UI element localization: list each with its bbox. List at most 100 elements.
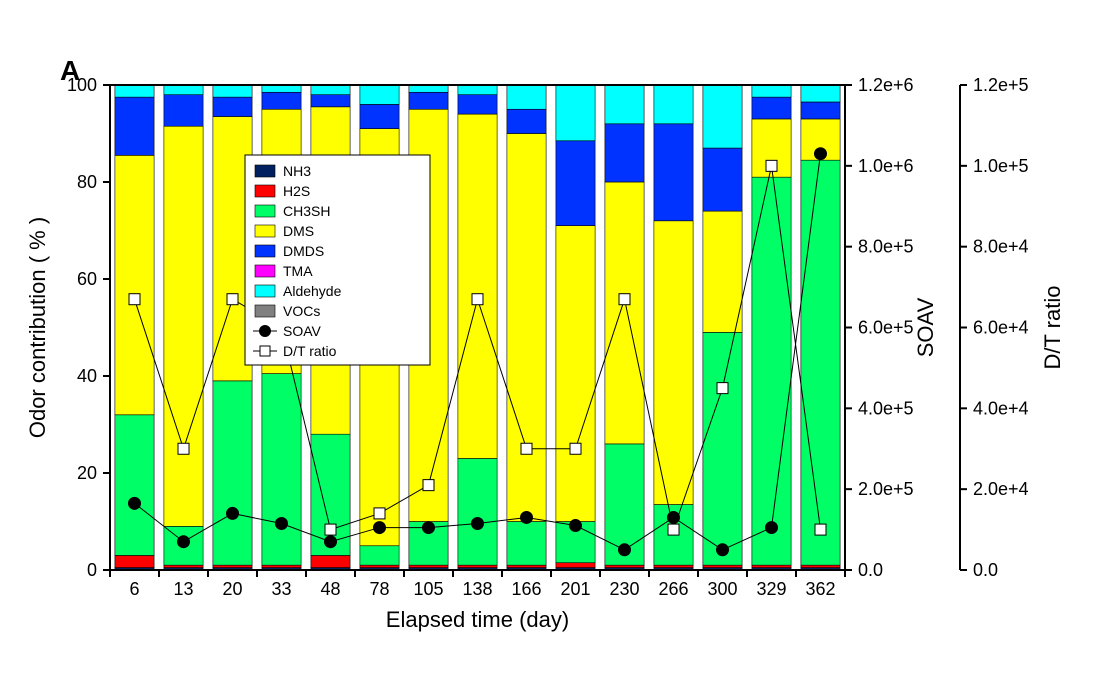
bar-segment-aldehyde bbox=[556, 85, 595, 141]
dt-ratio-series-marker bbox=[423, 480, 434, 491]
dt-ratio-series-marker bbox=[668, 524, 679, 535]
bar bbox=[654, 85, 693, 570]
soav-series-marker bbox=[570, 520, 582, 532]
x-tick-label: 266 bbox=[658, 579, 688, 599]
y-right2-title: D/T ratio bbox=[1040, 286, 1065, 370]
legend-swatch bbox=[255, 205, 275, 217]
bar-segment-h2s bbox=[458, 565, 497, 567]
y-right1-tick-label: 1.0e+6 bbox=[858, 156, 914, 176]
y-right1-title: SOAV bbox=[913, 297, 938, 357]
bar bbox=[507, 85, 546, 570]
dt-ratio-series-marker bbox=[815, 524, 826, 535]
y-left-tick-label: 60 bbox=[77, 269, 97, 289]
dt-ratio-series-marker bbox=[227, 294, 238, 305]
dt-ratio-series-marker bbox=[374, 508, 385, 519]
bar-segment-h2s bbox=[654, 565, 693, 567]
bar bbox=[556, 85, 595, 570]
y-left-tick-label: 0 bbox=[87, 560, 97, 580]
legend-label: VOCs bbox=[283, 303, 320, 319]
soav-series-marker bbox=[766, 522, 778, 534]
bar-segment-dmds bbox=[654, 124, 693, 221]
bar-segment-h2s bbox=[409, 565, 448, 567]
bar-segment-h2s bbox=[164, 565, 203, 567]
x-tick-label: 33 bbox=[271, 579, 291, 599]
bar-segment-h2s bbox=[752, 565, 791, 567]
bar-segment-dms bbox=[507, 134, 546, 522]
legend-swatch bbox=[255, 305, 275, 317]
legend-label: SOAV bbox=[283, 323, 322, 339]
y-right1-tick-label: 4.0e+5 bbox=[858, 398, 914, 418]
y-right1-tick-label: 8.0e+5 bbox=[858, 237, 914, 257]
soav-series-marker bbox=[374, 522, 386, 534]
y-right2-tick-label: 1.0e+5 bbox=[973, 156, 1029, 176]
bar-segment-dmds bbox=[458, 95, 497, 114]
bar-segment-ch3sh bbox=[262, 374, 301, 566]
bar-segment-aldehyde bbox=[360, 85, 399, 104]
legend-label: TMA bbox=[283, 263, 313, 279]
y-right2-tick-label: 2.0e+4 bbox=[973, 479, 1029, 499]
bar-segment-aldehyde bbox=[311, 85, 350, 95]
bar-segment-ch3sh bbox=[801, 160, 840, 565]
bar-segment-dmds bbox=[605, 124, 644, 182]
x-tick-label: 362 bbox=[805, 579, 835, 599]
y-right1-tick-label: 2.0e+5 bbox=[858, 479, 914, 499]
dt-ratio-series-marker bbox=[619, 294, 630, 305]
legend-label: H2S bbox=[283, 183, 310, 199]
legend: NH3H2SCH3SHDMSDMDSTMAAldehydeVOCsSOAVD/T… bbox=[245, 155, 430, 365]
bar-segment-dms bbox=[164, 126, 203, 526]
y-right2-tick-label: 6.0e+4 bbox=[973, 318, 1029, 338]
y-left-title: Odor contribution ( % ) bbox=[25, 217, 50, 438]
x-tick-label: 166 bbox=[511, 579, 541, 599]
y-right2-tick-label: 4.0e+4 bbox=[973, 398, 1029, 418]
soav-series-marker bbox=[325, 536, 337, 548]
bar-segment-dmds bbox=[507, 109, 546, 133]
x-tick-label: 13 bbox=[173, 579, 193, 599]
bar-segment-ch3sh bbox=[458, 458, 497, 565]
legend-swatch bbox=[255, 165, 275, 177]
soav-series-marker bbox=[815, 148, 827, 160]
dt-ratio-series-marker bbox=[717, 383, 728, 394]
soav-series-marker bbox=[276, 518, 288, 530]
bar-segment-ch3sh bbox=[507, 522, 546, 566]
legend-swatch bbox=[255, 265, 275, 277]
bar-segment-dmds bbox=[164, 95, 203, 127]
legend-label: D/T ratio bbox=[283, 343, 337, 359]
bar-segment-aldehyde bbox=[164, 85, 203, 95]
bar-segment-aldehyde bbox=[262, 85, 301, 92]
soav-series-marker bbox=[521, 511, 533, 523]
y-right2-tick-label: 0.0 bbox=[973, 560, 998, 580]
bar-segment-aldehyde bbox=[115, 85, 154, 97]
bar-segment-aldehyde bbox=[654, 85, 693, 124]
bar-segment-dmds bbox=[752, 97, 791, 119]
bar-segment-aldehyde bbox=[605, 85, 644, 124]
bar-segment-aldehyde bbox=[703, 85, 742, 148]
x-tick-label: 300 bbox=[707, 579, 737, 599]
legend-marker-circle bbox=[260, 326, 271, 337]
y-left-tick-label: 20 bbox=[77, 463, 97, 483]
bar bbox=[458, 85, 497, 570]
soav-series-marker bbox=[619, 544, 631, 556]
bar-segment-h2s bbox=[605, 565, 644, 567]
dt-ratio-series-marker bbox=[766, 160, 777, 171]
bar-segment-ch3sh bbox=[360, 546, 399, 565]
x-tick-label: 329 bbox=[756, 579, 786, 599]
y-right2-tick-label: 1.2e+5 bbox=[973, 75, 1029, 95]
bar-segment-dms bbox=[703, 211, 742, 332]
legend-label: NH3 bbox=[283, 163, 311, 179]
y-right1-tick-label: 1.2e+6 bbox=[858, 75, 914, 95]
y-left-tick-label: 80 bbox=[77, 172, 97, 192]
y-right1-tick-label: 6.0e+5 bbox=[858, 318, 914, 338]
legend-swatch bbox=[255, 245, 275, 257]
bar-segment-h2s bbox=[507, 565, 546, 567]
bar-segment-dmds bbox=[801, 102, 840, 119]
bar-segment-aldehyde bbox=[458, 85, 497, 95]
soav-series-marker bbox=[423, 522, 435, 534]
legend-label: DMS bbox=[283, 223, 314, 239]
bar-segment-dmds bbox=[556, 141, 595, 226]
bar-segment-dms bbox=[458, 114, 497, 458]
bar-segment-dmds bbox=[703, 148, 742, 211]
legend-label: CH3SH bbox=[283, 203, 330, 219]
bar-segment-h2s bbox=[703, 565, 742, 567]
bar-segment-dmds bbox=[409, 92, 448, 109]
bar-segment-dms bbox=[654, 221, 693, 505]
